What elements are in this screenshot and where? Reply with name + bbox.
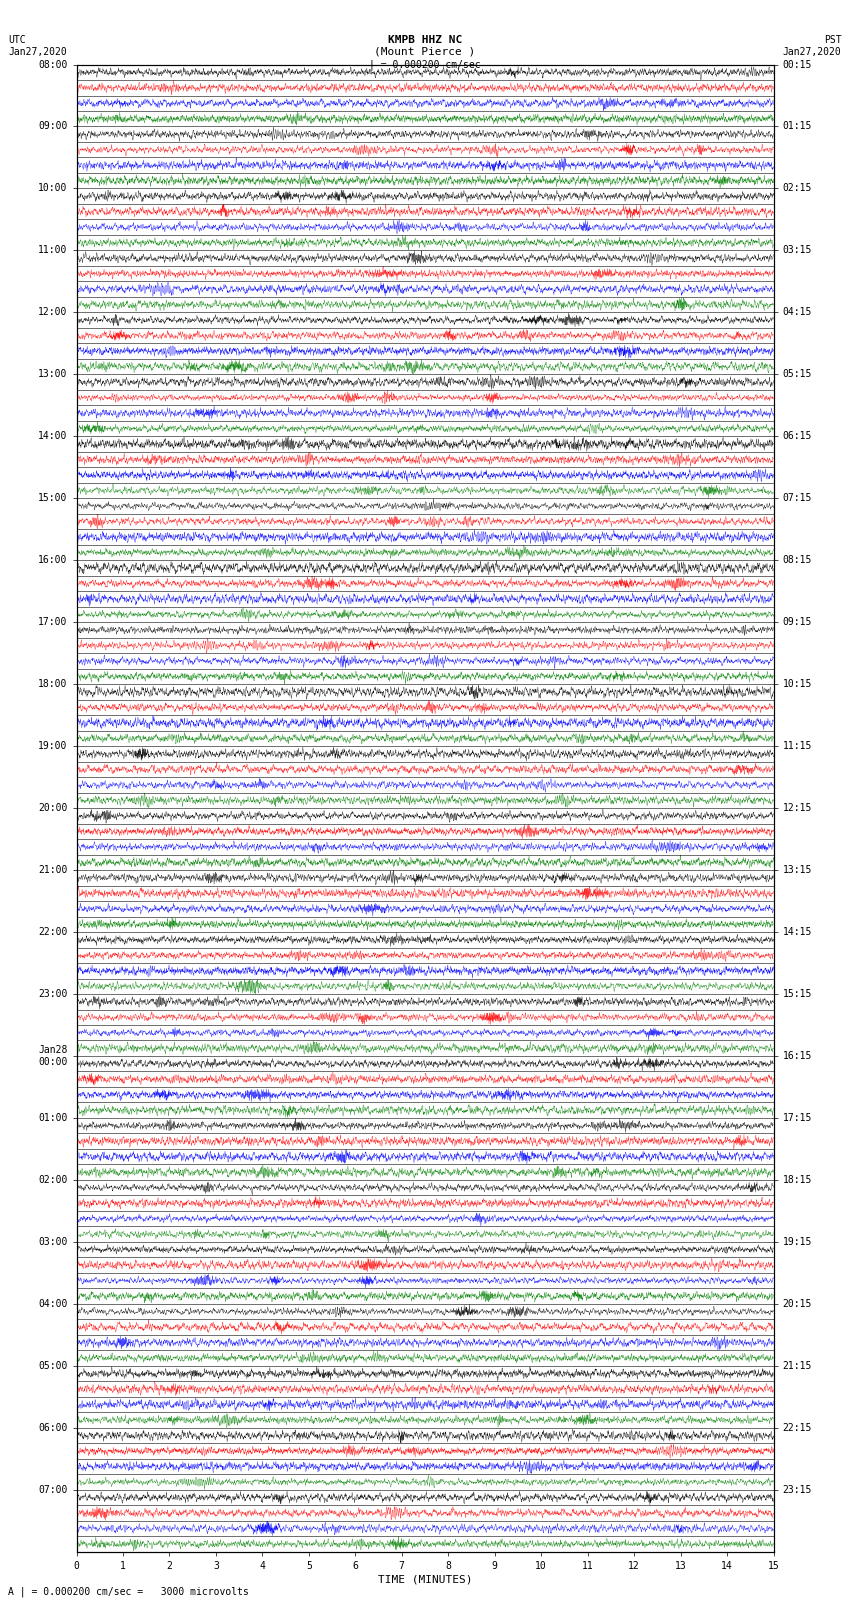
Text: PST
Jan27,2020: PST Jan27,2020 — [783, 35, 842, 56]
Text: UTC
Jan27,2020: UTC Jan27,2020 — [8, 35, 67, 56]
Text: A | = 0.000200 cm/sec =   3000 microvolts: A | = 0.000200 cm/sec = 3000 microvolts — [8, 1586, 249, 1597]
Text: (Mount Pierce ): (Mount Pierce ) — [374, 47, 476, 56]
Text: | = 0.000200 cm/sec: | = 0.000200 cm/sec — [369, 60, 481, 71]
Text: KMPB HHZ NC: KMPB HHZ NC — [388, 35, 462, 45]
X-axis label: TIME (MINUTES): TIME (MINUTES) — [377, 1574, 473, 1586]
